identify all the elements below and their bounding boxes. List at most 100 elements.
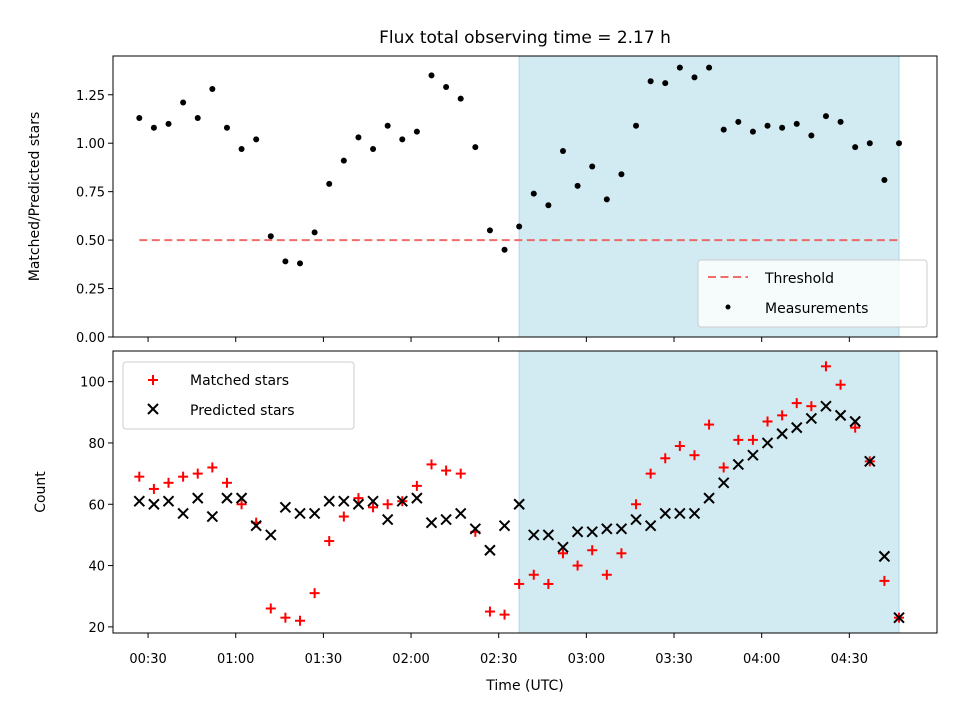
bottom-y-axis-label: Count <box>33 471 49 513</box>
x-stroke-b <box>323 495 335 507</box>
measurement-point <box>545 202 552 209</box>
predicted-star-point <box>469 523 482 535</box>
measurement-point <box>720 126 727 133</box>
measurement-point <box>413 128 420 135</box>
x-stroke-b <box>177 507 189 520</box>
measurement-point <box>150 124 157 131</box>
x-stroke-b <box>615 523 628 535</box>
x-tick-label: 01:30 <box>305 652 342 667</box>
x-stroke-b <box>513 498 525 510</box>
bottom-x-ticks: 00:30 01:00 01:30 02:00 02:30 03:00 03:30 04:00… <box>129 633 868 667</box>
bottom-panel: 20 40 60 80 100 00:30 01:00 01:30 02:00 02:30 03:… <box>33 350 938 694</box>
legend-plus-marker <box>148 375 158 385</box>
y-tick-label: 1.25 <box>76 89 105 104</box>
y-tick-label: 0.75 <box>76 186 105 201</box>
measurement-point <box>297 260 304 267</box>
predicted-star-point <box>805 412 818 425</box>
matched-star-point <box>733 434 744 445</box>
predicted-star-point <box>235 492 248 504</box>
matched-stars-points <box>134 361 905 626</box>
predicted-star-point <box>279 501 292 514</box>
top-y-ticks: 0.00 0.25 0.50 0.75 1.00 1.25 <box>76 89 113 346</box>
matched-star-point <box>221 477 232 488</box>
measurement-point <box>136 115 143 122</box>
matched-stars-legend-label: Matched stars <box>190 373 289 389</box>
measurement-point <box>530 190 537 197</box>
measurement-point <box>779 124 786 131</box>
threshold-legend-label: Threshold <box>764 271 834 287</box>
x-stroke-b <box>308 507 321 520</box>
measurement-point <box>559 147 566 154</box>
x-stroke-b <box>411 492 423 504</box>
measurement-point <box>764 122 771 129</box>
matched-star-point <box>148 483 159 494</box>
predicted-star-point <box>732 458 745 471</box>
matched-star-point <box>163 477 174 488</box>
x-stroke-b <box>162 495 175 507</box>
matched-star-point <box>368 502 379 513</box>
x-stroke-b <box>820 400 832 412</box>
predicted-star-point <box>308 507 321 520</box>
matched-star-point <box>587 545 598 556</box>
predicted-star-point <box>381 513 394 526</box>
bottom-legend-box <box>122 361 355 430</box>
matched-star-point <box>835 379 846 390</box>
y-tick-label: 0.00 <box>76 331 105 346</box>
matched-star-point <box>616 548 627 559</box>
x-stroke-b <box>893 611 905 624</box>
predicted-star-point <box>834 409 847 422</box>
x-tick-label: 02:00 <box>392 652 429 667</box>
predicted-star-point <box>747 449 759 461</box>
matched-star-point <box>411 480 422 491</box>
y-tick-label: 40 <box>88 560 105 575</box>
chart-title: Flux total observing time = 2.17 h <box>379 28 671 48</box>
predicted-star-point <box>820 400 832 412</box>
measurement-point <box>370 146 377 153</box>
bottom-observing-window-shade <box>518 350 900 634</box>
measurement-point <box>691 74 698 81</box>
measurement-point <box>837 118 844 125</box>
x-stroke-b <box>294 507 306 520</box>
x-stroke-b <box>148 498 160 510</box>
x-stroke-b <box>381 513 394 526</box>
predicted-star-point <box>250 520 262 532</box>
predicted-star-point <box>571 526 584 538</box>
predicted-star-point <box>396 495 408 507</box>
predicted-star-point <box>367 495 379 507</box>
x-stroke-b <box>878 550 891 563</box>
x-stroke-b <box>776 428 788 440</box>
matched-star-point <box>645 468 656 479</box>
x-stroke-b <box>630 513 642 526</box>
y-tick-label: 100 <box>80 376 105 391</box>
measurement-point <box>881 177 888 184</box>
measurement-point <box>516 223 523 230</box>
measurement-point <box>428 72 435 79</box>
x-stroke-b <box>367 495 379 507</box>
top-y-axis-label: Matched/Predicted stars <box>27 112 43 282</box>
x-tick-label: 03:00 <box>568 652 605 667</box>
matched-star-point <box>338 511 349 522</box>
measurement-point <box>633 122 640 129</box>
x-stroke-b <box>133 495 146 507</box>
predicted-star-point <box>557 541 569 553</box>
matched-star-point <box>704 419 715 430</box>
predicted-star-point <box>221 492 233 504</box>
x-stroke-b <box>528 529 540 541</box>
predicted-star-point <box>864 455 876 468</box>
predicted-star-point <box>352 498 365 510</box>
predicted-star-point <box>849 415 861 428</box>
predicted-star-point <box>644 520 657 532</box>
predicted-star-point <box>615 523 628 535</box>
matched-star-point <box>441 465 452 476</box>
matched-star-point <box>484 606 495 617</box>
x-tick-label: 02:30 <box>480 652 517 667</box>
measurement-point <box>194 115 201 122</box>
matched-star-point <box>820 361 831 372</box>
x-stroke-b <box>206 510 219 523</box>
x-tick-label: 01:00 <box>217 652 254 667</box>
measurement-point <box>793 120 800 127</box>
predicted-star-point <box>338 495 350 507</box>
top-panel: 0.00 0.25 0.50 0.75 1.00 1.25 Flux total obse… <box>27 28 938 346</box>
measurement-point <box>706 64 713 71</box>
predicted-star-point <box>630 513 642 526</box>
